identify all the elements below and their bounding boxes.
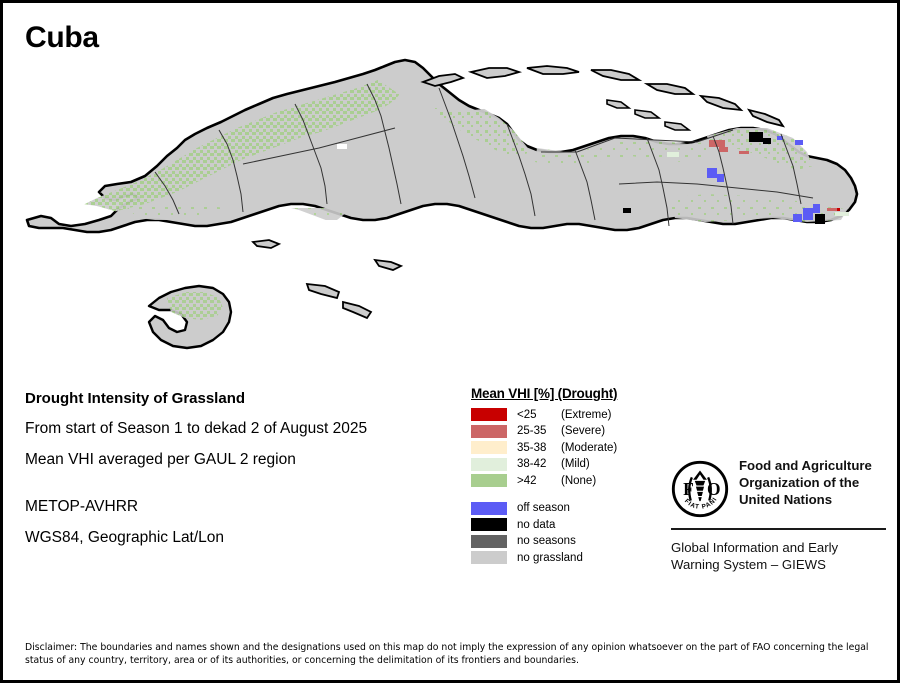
legend-label-moderate: (Moderate) [561,441,618,454]
legend-swatch-no-data [471,518,507,531]
legend-label-severe: (Severe) [561,425,606,437]
description-method: Mean VHI averaged per GAUL 2 region [25,450,296,468]
description-sensor: METOP-AVHRR [25,498,139,515]
patch-severe-3 [739,151,749,154]
cayo-chains [251,65,786,320]
patch-offseason-7 [777,136,783,140]
legend-swatch-extreme [471,408,507,421]
cayo-north-7 [746,108,786,128]
cayo-east-group [606,99,692,131]
patch-nodata-4 [623,208,631,213]
legend-swatch-off-season [471,501,507,515]
patch-offseason-2 [717,174,724,182]
legend-label-no-data: no data [517,518,556,531]
patch-mild-3 [337,144,347,149]
patch-nodata-3 [815,214,825,224]
cayo-south-3 [251,239,282,249]
description-period: From start of Season 1 to dekad 2 of Aug… [25,420,368,437]
patch-nodata-2 [763,138,771,144]
legend-swatch-mild [471,457,507,471]
cayo-north-2 [467,67,523,79]
legend-swatch-moderate [471,441,507,454]
legend-value-severe: 25-35 [517,425,547,437]
legend-item-no-grassland: no grassland [471,550,671,565]
fao-organization-name: Food and Agriculture Organization of the… [739,458,872,509]
legend-item-off-season: off season [471,501,671,516]
legend-swatch-severe [471,424,507,438]
legend-label-no-grassland: no grassland [517,551,583,564]
grassland-zone-central [535,140,707,166]
description-heading: Drought Intensity of Grassland [25,390,246,407]
cuba-mainland [25,58,859,234]
description-spacer [25,482,455,499]
legend-swatch-no-seasons [471,534,507,548]
legend-divider-gap [471,490,671,501]
isla-grassland [167,292,223,320]
giews-programme-name: Global Information and Early Warning Sys… [671,539,886,573]
description-projection: WGS84, Geographic Lat/Lon [25,528,225,546]
fao-branding: F O FIAT PANIS [668,455,886,573]
legend-value-extreme: <25 [517,408,537,421]
cayo-south-1 [305,282,341,300]
legend-value-mild: 38-42 [517,458,547,470]
legend-item-no-data: no data [471,517,671,532]
fao-org-line-3: United Nations [739,491,833,507]
legend-label-mild: (Mild) [561,458,590,470]
legend-label-extreme: (Extreme) [561,408,612,421]
fao-org-line-2: Organization of the [739,474,860,490]
map-description: Drought Intensity of Grassland From star… [25,391,455,560]
fao-logo-row: F O FIAT PANIS [668,455,886,518]
legend-label-no-seasons: no seasons [517,535,576,547]
legend-item-severe: 25-35 (Severe) [471,424,671,439]
cayo-north-1 [420,73,466,87]
fao-divider [671,528,886,530]
cayo-south-2 [342,300,373,320]
map-canvas [7,48,897,378]
legend-item-no-seasons: no seasons [471,534,671,549]
legend-item-moderate: 35-38 (Moderate) [471,440,671,455]
fao-emblem-icon: F O FIAT PANIS [668,455,729,518]
map-legend: Mean VHI [%] (Drought) <25 (Extreme) 25-… [471,386,671,567]
cayo-north-5 [643,83,696,95]
fao-org-line-1: Food and Agriculture [739,458,872,473]
legend-value-moderate: 35-38 [517,441,547,454]
patch-severe-2 [719,147,728,152]
patch-offseason-3 [795,140,803,145]
legend-swatch-none [471,474,507,487]
cayo-north-6 [698,94,744,112]
patch-severe-4 [827,208,837,211]
legend-item-none: >42 (None) [471,473,671,488]
patch-severe-1 [709,140,725,147]
cayo-north-4 [590,69,643,81]
patch-mild-2 [835,212,849,216]
patch-offseason-5 [813,204,820,213]
legend-title: Mean VHI [%] (Drought) [471,386,618,401]
patch-mild-1 [667,152,679,157]
cayo-south-4 [373,258,404,271]
cayo-north-3 [526,65,580,75]
patch-nodata-1 [749,132,763,142]
status-patches [337,132,849,224]
legend-item-extreme: <25 (Extreme) [471,407,671,422]
legend-swatch-no-grassland [471,551,507,564]
patch-offseason-4 [803,208,813,220]
giews-line-1: Global Information and Early [671,540,839,555]
giews-line-2: Warning System – GIEWS [671,557,826,573]
disclaimer-text: Disclaimer: The boundaries and names sho… [25,642,869,667]
patch-offseason-1 [707,168,717,178]
admin-boundaries [154,83,814,227]
isla-de-la-juventud [147,284,233,350]
legend-label-none: (None) [561,474,597,487]
grassland-zone-west [77,70,405,216]
grassland-zone-east [707,128,813,170]
legend-item-mild: 38-42 (Mild) [471,457,671,472]
legend-value-none: >42 [517,474,537,487]
legend-label-off-season: off season [517,502,570,514]
patch-offseason-6 [793,214,802,222]
